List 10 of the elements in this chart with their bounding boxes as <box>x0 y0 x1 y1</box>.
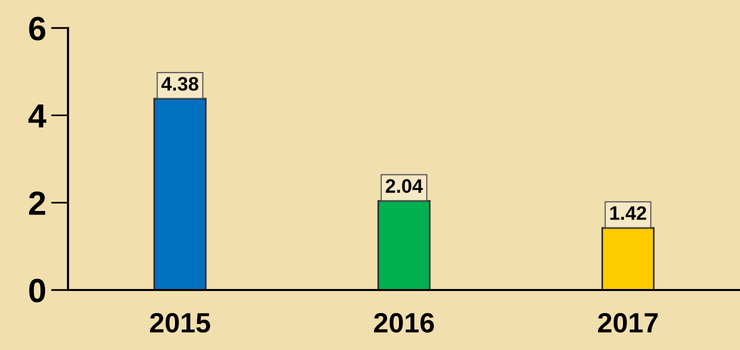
y-tick-label: 0 <box>29 278 46 302</box>
y-tick-label: 4 <box>28 104 46 128</box>
data-label: 2.04 <box>386 179 423 193</box>
data-label: 1.42 <box>610 206 646 220</box>
data-label: 4.38 <box>161 76 198 91</box>
x-tick-label: 2016 <box>374 312 434 333</box>
y-tick-label: 6 <box>29 16 46 40</box>
x-tick-label: 2015 <box>150 312 210 333</box>
y-tick-label: 2 <box>29 191 46 215</box>
x-tick-label: 2017 <box>598 312 658 333</box>
